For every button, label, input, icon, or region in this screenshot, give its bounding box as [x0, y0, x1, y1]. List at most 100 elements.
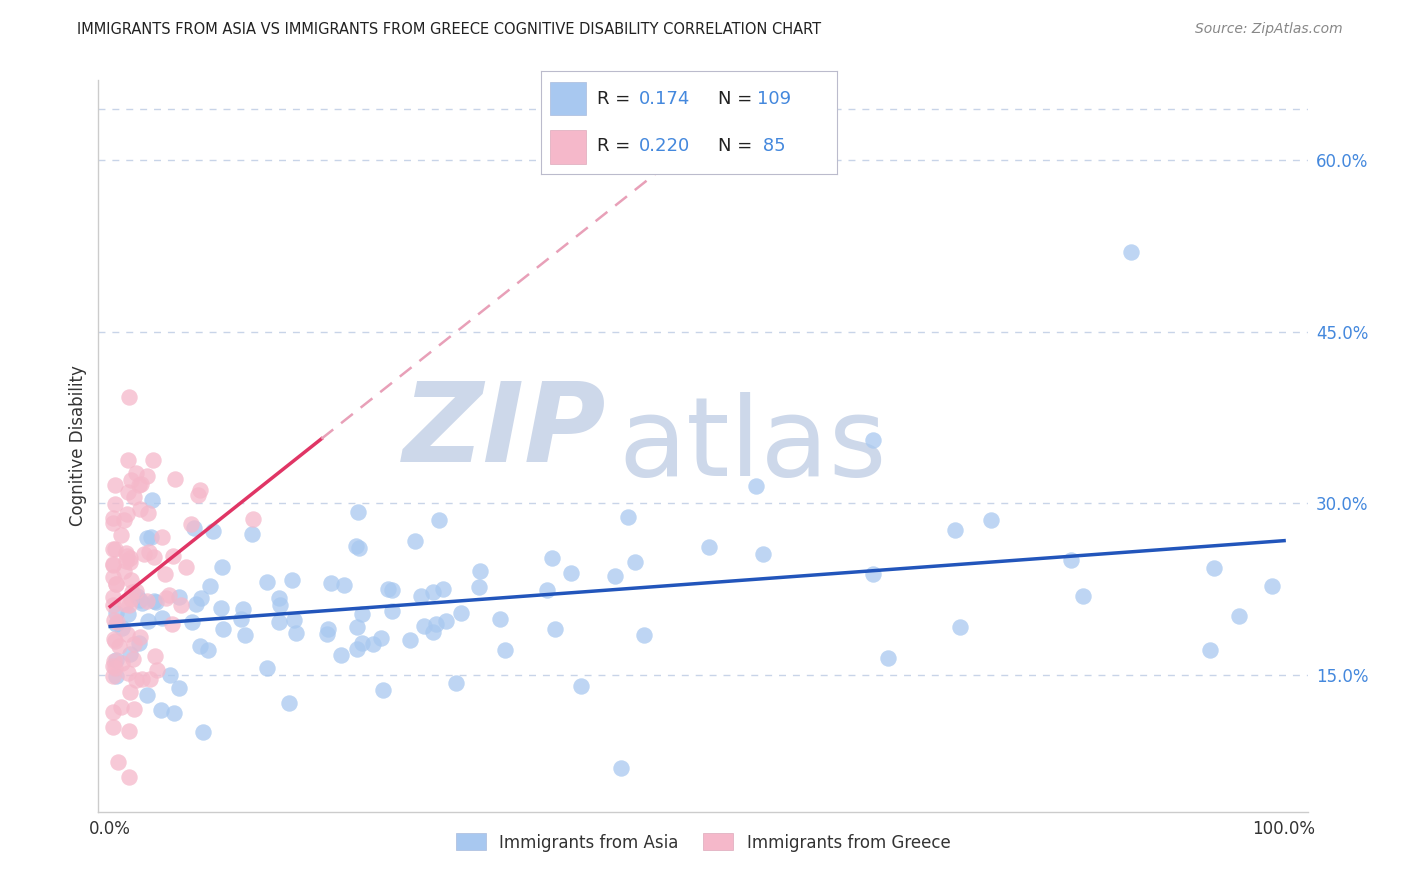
Point [141, 492, 163, 507]
Point [122, 637, 145, 651]
Point [404, 534, 426, 549]
Point [560, 566, 582, 580]
Point [267, 591, 290, 606]
Point [105, 669, 128, 683]
Point [569, 679, 592, 693]
Point [346, 642, 368, 657]
Point [170, 598, 193, 612]
Point [108, 639, 131, 653]
Point [603, 568, 626, 582]
Point [211, 559, 233, 574]
Point [256, 575, 278, 590]
Point [623, 555, 645, 569]
Point [115, 507, 138, 521]
Point [118, 555, 141, 569]
Point [155, 591, 177, 606]
Point [174, 560, 197, 574]
Point [350, 636, 373, 650]
Point [117, 607, 139, 621]
Point [209, 601, 232, 615]
Point [427, 513, 450, 527]
Point [315, 627, 337, 641]
Text: R =: R = [598, 137, 637, 155]
Point [101, 669, 124, 683]
Point [162, 549, 184, 563]
Point [131, 672, 153, 686]
Point [117, 484, 139, 499]
Text: atlas: atlas [619, 392, 887, 500]
Point [112, 564, 135, 578]
Point [202, 524, 225, 538]
Point [104, 477, 127, 491]
Point [1071, 590, 1094, 604]
Point [115, 546, 138, 560]
Point [121, 585, 143, 599]
Point [122, 702, 145, 716]
Point [187, 488, 209, 502]
Point [104, 634, 127, 648]
Point [112, 513, 135, 527]
Point [949, 620, 972, 634]
Point [101, 570, 124, 584]
Point [101, 558, 124, 572]
Point [229, 612, 252, 626]
Point [111, 656, 134, 670]
Point [101, 541, 124, 556]
Point [143, 550, 166, 565]
Point [232, 601, 254, 615]
Point [267, 615, 290, 629]
Point [434, 614, 457, 628]
Bar [550, 81, 586, 115]
Point [617, 510, 640, 524]
Point [330, 648, 353, 662]
Point [399, 632, 422, 647]
Point [136, 469, 159, 483]
Point [142, 453, 165, 467]
Point [118, 685, 141, 699]
Point [104, 576, 127, 591]
Point [101, 720, 124, 734]
Point [114, 597, 136, 611]
Point [117, 627, 139, 641]
Point [128, 501, 150, 516]
Point [377, 582, 399, 596]
Point [132, 547, 155, 561]
Point [381, 604, 404, 618]
Point [118, 771, 141, 785]
Point [344, 539, 367, 553]
Point [117, 666, 139, 681]
Point [155, 567, 177, 582]
Point [150, 611, 173, 625]
Point [163, 706, 186, 721]
Point [283, 613, 305, 627]
Point [468, 565, 491, 579]
Point [159, 668, 181, 682]
Point [349, 541, 371, 555]
Point [124, 583, 146, 598]
Point [489, 612, 512, 626]
Point [104, 542, 127, 557]
Point [101, 557, 124, 571]
Point [197, 643, 219, 657]
Point [103, 653, 125, 667]
Point [118, 551, 141, 566]
Point [409, 590, 432, 604]
Text: N =: N = [718, 137, 758, 155]
Point [101, 510, 124, 524]
Point [544, 623, 567, 637]
Point [103, 632, 125, 646]
Point [181, 615, 204, 629]
Legend: Immigrants from Asia, Immigrants from Greece: Immigrants from Asia, Immigrants from Gr… [449, 827, 957, 858]
Point [432, 582, 454, 596]
Point [110, 699, 132, 714]
Point [165, 472, 187, 486]
Point [191, 724, 214, 739]
Point [425, 617, 447, 632]
Point [277, 696, 299, 710]
Text: 109: 109 [756, 90, 792, 108]
Point [110, 528, 132, 542]
Point [422, 584, 444, 599]
Point [363, 638, 385, 652]
Point [980, 513, 1002, 527]
Point [633, 628, 655, 642]
